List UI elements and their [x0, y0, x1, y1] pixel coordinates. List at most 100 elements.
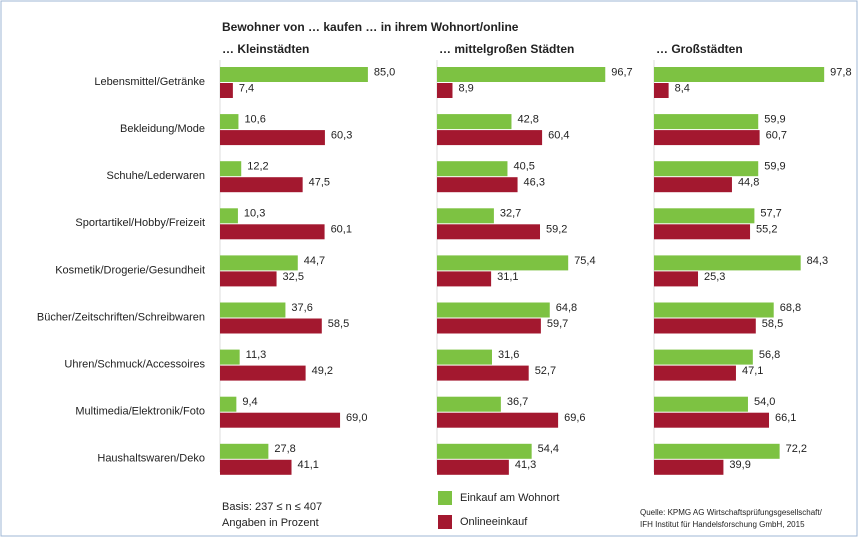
bar — [654, 255, 801, 271]
source: Quelle: KPMG AG Wirtschaftsprüfungsgesel… — [640, 508, 823, 517]
bar — [437, 130, 543, 146]
bar — [654, 67, 825, 82]
value-label: 69,0 — [346, 412, 367, 424]
bar — [654, 365, 736, 381]
value-label: 60,3 — [331, 130, 352, 142]
panel-title: … Kleinstädten — [222, 42, 309, 56]
value-label: 32,7 — [500, 208, 521, 220]
value-label: 8,4 — [675, 82, 690, 94]
value-label: 42,8 — [517, 114, 538, 126]
legend-swatch — [438, 515, 452, 529]
value-label: 75,4 — [574, 255, 595, 267]
value-label: 60,1 — [331, 224, 352, 236]
value-label: 58,5 — [328, 318, 349, 330]
bar — [654, 224, 751, 240]
bar — [220, 318, 322, 334]
bar — [220, 365, 306, 381]
bar — [654, 130, 760, 146]
value-label: 57,7 — [760, 208, 781, 220]
bar — [654, 302, 774, 318]
value-label: 47,1 — [742, 365, 763, 377]
value-label: 60,7 — [766, 130, 787, 142]
legend-label: Onlineeinkauf — [460, 516, 528, 528]
bar — [220, 161, 242, 177]
bar — [437, 161, 508, 177]
category-label: Schuhe/Lederwaren — [107, 170, 205, 182]
value-label: 36,7 — [507, 396, 528, 408]
bar — [437, 302, 550, 318]
category-label: Bücher/Zeitschriften/Schreibwaren — [37, 311, 205, 323]
bar — [220, 224, 325, 240]
bar — [220, 396, 237, 412]
bar — [437, 83, 453, 98]
panel-title: … Großstädten — [656, 42, 743, 56]
bar — [220, 271, 277, 287]
value-label: 25,3 — [704, 271, 725, 283]
value-label: 59,2 — [546, 224, 567, 236]
source: IFH Institut für Handelsforschung GmbH, … — [640, 520, 805, 529]
bar — [654, 318, 756, 334]
value-label: 10,6 — [244, 114, 265, 126]
bar — [220, 443, 269, 459]
bar — [220, 412, 341, 428]
category-label: Bekleidung/Mode — [120, 123, 205, 135]
bar — [437, 271, 492, 287]
category-label: Uhren/Schmuck/Accessoires — [64, 359, 205, 371]
bar — [437, 114, 512, 130]
value-label: 58,5 — [762, 318, 783, 330]
value-label: 47,5 — [309, 177, 330, 189]
bar — [437, 365, 529, 381]
chart-title: Bewohner von … kaufen … in ihrem Wohnort… — [222, 20, 519, 34]
bar — [437, 459, 509, 475]
value-label: 97,8 — [830, 66, 851, 78]
bar — [220, 208, 238, 224]
value-label: 11,3 — [246, 349, 267, 361]
category-label: Sportartikel/Hobby/Freizeit — [75, 217, 205, 229]
value-label: 7,4 — [239, 82, 254, 94]
note: Angaben in Prozent — [222, 517, 319, 529]
legend-swatch — [438, 491, 452, 505]
value-label: 59,7 — [547, 318, 568, 330]
value-label: 55,2 — [756, 224, 777, 236]
bar — [220, 302, 286, 318]
bar — [437, 318, 541, 334]
bar — [437, 349, 492, 365]
bar — [654, 412, 770, 428]
bar — [437, 255, 569, 271]
category-label: Multimedia/Elektronik/Foto — [75, 406, 205, 418]
bar — [654, 396, 748, 412]
legend-label: Einkauf am Wohnort — [460, 492, 559, 504]
value-label: 54,4 — [538, 443, 559, 455]
bar — [220, 114, 239, 130]
bar — [220, 459, 292, 475]
value-label: 68,8 — [780, 302, 801, 314]
value-label: 60,4 — [548, 130, 569, 142]
value-label: 41,3 — [515, 459, 536, 471]
bar — [654, 114, 759, 130]
bar — [654, 83, 669, 98]
value-label: 12,2 — [247, 161, 268, 173]
bar — [654, 459, 724, 475]
bar — [654, 177, 732, 193]
bar — [220, 83, 233, 98]
bar — [220, 130, 325, 146]
bar — [220, 177, 303, 193]
value-label: 31,1 — [497, 271, 518, 283]
bar — [437, 443, 532, 459]
value-label: 39,9 — [729, 459, 750, 471]
category-label: Lebensmittel/Getränke — [94, 76, 205, 88]
bar — [654, 161, 759, 177]
bar — [437, 67, 606, 82]
value-label: 72,2 — [786, 443, 807, 455]
value-label: 8,9 — [458, 82, 473, 94]
value-label: 37,6 — [291, 302, 312, 314]
category-label: Haushaltswaren/Deko — [97, 453, 205, 465]
bar — [654, 349, 753, 365]
value-label: 54,0 — [754, 396, 775, 408]
value-label: 46,3 — [524, 177, 545, 189]
value-label: 85,0 — [374, 66, 395, 78]
category-label: Kosmetik/Drogerie/Gesundheit — [55, 264, 205, 276]
value-label: 69,6 — [564, 412, 585, 424]
value-label: 10,3 — [244, 208, 265, 220]
